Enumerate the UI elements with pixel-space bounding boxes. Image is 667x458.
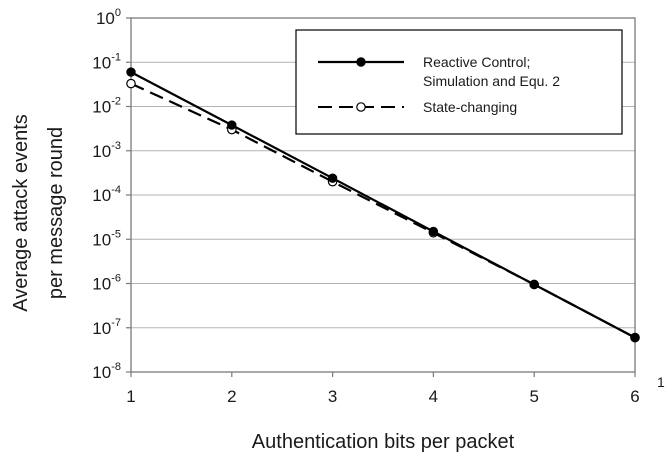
data-point-series-1 bbox=[428, 226, 439, 237]
data-point-series-1 bbox=[126, 67, 136, 77]
series-line-1 bbox=[130, 71, 636, 339]
series-layer bbox=[126, 67, 640, 343]
y-tick-label: 100 bbox=[96, 7, 121, 28]
x-tick-label: 5 bbox=[529, 387, 538, 406]
data-point-series-2 bbox=[126, 78, 136, 89]
y-tick-label: 10-6 bbox=[92, 273, 121, 294]
legend-marker-series-2 bbox=[356, 102, 366, 112]
x-axis: 1 2 3 4 5 6 bbox=[126, 372, 640, 406]
x-tick-label: 2 bbox=[227, 387, 236, 406]
y-tick-label: 10-4 bbox=[92, 184, 121, 205]
y-tick-label: 10-3 bbox=[92, 140, 121, 161]
legend-label-series-1-line-2: Simulation and Equ. 2 bbox=[423, 73, 560, 89]
y-axis: 100 10-1 10-2 10-3 10-4 10-5 10-6 10-7 10-8 bbox=[92, 7, 131, 382]
legend-label-series-1-line-1: Reactive Control; bbox=[423, 54, 530, 70]
x-tick-label: 3 bbox=[328, 387, 337, 406]
y-axis-title-line-1: Average attack events bbox=[10, 114, 32, 312]
gridlines bbox=[131, 61, 635, 329]
y-tick-label: 10-1 bbox=[92, 51, 121, 72]
x-tick-label: 1 bbox=[126, 387, 135, 406]
data-point-series-1 bbox=[529, 279, 539, 290]
y-axis-title-line-2: per message round bbox=[45, 127, 67, 299]
data-point-series-1 bbox=[630, 332, 640, 343]
y-tick-label: 10-7 bbox=[92, 317, 121, 338]
x-tick-label: 6 bbox=[630, 387, 639, 406]
stray-label: 1 bbox=[657, 374, 665, 390]
x-axis-title: Authentication bits per packet bbox=[252, 431, 515, 453]
x-tick-label: 4 bbox=[429, 387, 438, 406]
data-point-series-1 bbox=[227, 120, 237, 130]
y-tick-label: 10-8 bbox=[92, 361, 121, 382]
y-tick-label: 10-2 bbox=[92, 96, 121, 117]
data-point-series-1 bbox=[327, 173, 338, 183]
legend-box bbox=[295, 29, 623, 135]
y-tick-label: 10-5 bbox=[92, 228, 121, 249]
legend-label-series-2: State-changing bbox=[423, 99, 517, 115]
legend: Reactive Control; Simulation and Equ. 2 … bbox=[295, 29, 623, 135]
legend-marker-series-1 bbox=[356, 57, 366, 67]
